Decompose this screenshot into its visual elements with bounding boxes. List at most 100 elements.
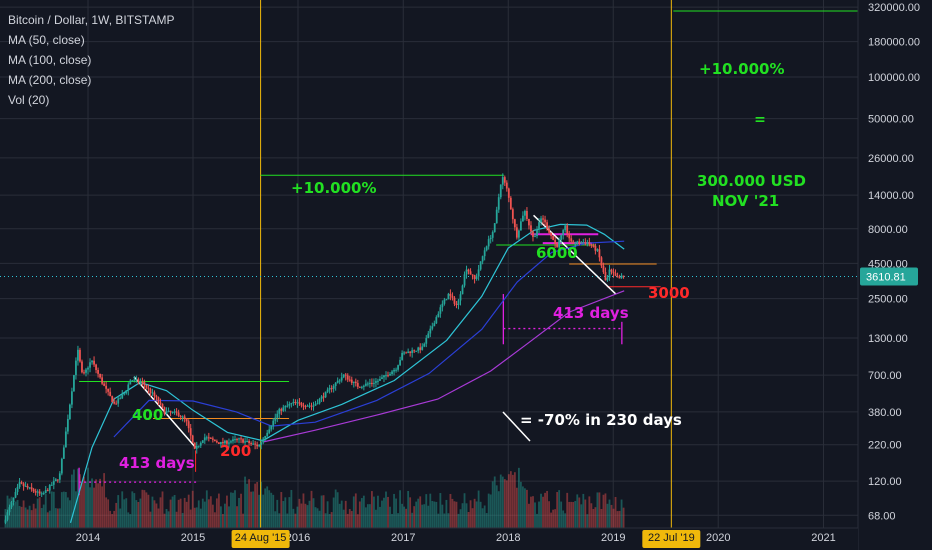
last-price-label: 3610.81 [866, 272, 906, 284]
volume-bar [209, 496, 212, 528]
volume-bar [509, 471, 512, 528]
candle-body [602, 265, 605, 273]
volume-bar [465, 503, 468, 528]
volume-bar [56, 508, 59, 528]
volume-bar [383, 497, 385, 528]
indicator-ma100[interactable]: MA (100, close) [8, 53, 92, 67]
volume-bar [183, 497, 186, 528]
volume-bar [556, 492, 559, 528]
volume-bar [280, 492, 283, 528]
volume-bar [427, 505, 430, 528]
volume-bar [117, 495, 120, 528]
candle-body [620, 275, 623, 279]
price-axis[interactable]: 68.00 120.00 220.00 380.00 700.00 1300.00 2500… [857, 0, 932, 550]
volume-bar [405, 508, 408, 528]
volume-bar [445, 499, 448, 528]
symbol-title[interactable]: Bitcoin / Dollar, 1W, BITSTAMP [8, 13, 175, 27]
candle-body [471, 274, 474, 276]
candle-body [58, 473, 61, 480]
volume-bar [232, 492, 234, 528]
volume-bar [111, 514, 114, 528]
volume-bar [179, 498, 182, 528]
candle-body [409, 351, 412, 353]
candle-body [532, 231, 534, 237]
candle-body [383, 375, 385, 378]
days-label-early: 413 days [119, 454, 195, 472]
indicator-ma50[interactable]: MA (50, close) [8, 33, 85, 47]
candle-body [268, 429, 271, 433]
volume-bar [417, 498, 420, 528]
candle-body [129, 380, 132, 385]
volume-bar [483, 505, 486, 528]
candle-body [300, 403, 303, 406]
volume-bar [475, 501, 478, 528]
volume-bar [125, 498, 128, 528]
volume-bar [534, 502, 536, 528]
volume-bar [161, 491, 164, 528]
candle-body [395, 369, 397, 371]
indicator-ma200[interactable]: MA (200, close) [8, 73, 92, 87]
volume-bar [522, 486, 524, 528]
volume-bar [608, 499, 611, 528]
equals-label: = [754, 112, 766, 128]
candle-body [147, 387, 150, 389]
candle-body [423, 343, 426, 347]
volume-bar [495, 485, 498, 528]
volume-bar [310, 490, 313, 528]
candle-body [588, 242, 591, 245]
candle-body [485, 246, 488, 251]
volume-bar [449, 493, 452, 528]
volume-bar [515, 487, 518, 528]
volume-bars [4, 467, 625, 528]
candle-body [127, 384, 130, 391]
volume-bar [181, 512, 184, 528]
candle-body [119, 398, 122, 400]
candle-body [528, 218, 530, 226]
candle-body [12, 497, 15, 503]
candle-body [179, 416, 182, 418]
candle-body [205, 437, 208, 439]
time-axis[interactable]: 2014 2015 2016 2017 2018 2019 2020 2021 24 Aug '… [0, 527, 858, 550]
price-tick-label: 380.00 [868, 407, 902, 419]
candle-body [211, 438, 214, 440]
candle-body [366, 383, 369, 385]
volume-bar [524, 488, 526, 528]
volume-bar [459, 509, 462, 528]
volume-bar [377, 495, 379, 528]
candle-body [278, 409, 281, 414]
candle-body [540, 218, 542, 223]
candle-body [83, 372, 85, 374]
volume-bar [320, 495, 323, 528]
volume-bar [511, 474, 514, 528]
candle-body [155, 396, 158, 398]
volume-bar [393, 493, 395, 528]
candle-body [141, 381, 144, 383]
volume-bar [342, 509, 345, 528]
candle-body [511, 209, 514, 220]
candle-body [489, 237, 492, 240]
time-tick-label: 2017 [391, 532, 415, 544]
candle-body [463, 274, 466, 286]
candle-body [254, 443, 257, 445]
candle-body [50, 484, 53, 486]
volume-bar [153, 500, 156, 528]
volume-bar [16, 499, 19, 528]
volume-bar [123, 499, 126, 528]
indicator-volume[interactable]: Vol (20) [8, 93, 50, 107]
candle-body [79, 349, 81, 362]
time-tick-label: 2015 [181, 532, 205, 544]
volume-bar [52, 491, 55, 528]
volume-bar [397, 513, 399, 528]
volume-bar [330, 512, 333, 528]
volume-bar [441, 504, 444, 528]
volume-bar [570, 501, 573, 528]
candle-body [582, 242, 585, 244]
price-tick-label: 14000.00 [868, 190, 914, 202]
candle-body [413, 350, 416, 352]
candle-body [461, 285, 464, 295]
candle-body [405, 352, 408, 354]
volume-bar [99, 478, 101, 528]
candle-body [101, 377, 104, 384]
volume-bar [248, 479, 250, 528]
